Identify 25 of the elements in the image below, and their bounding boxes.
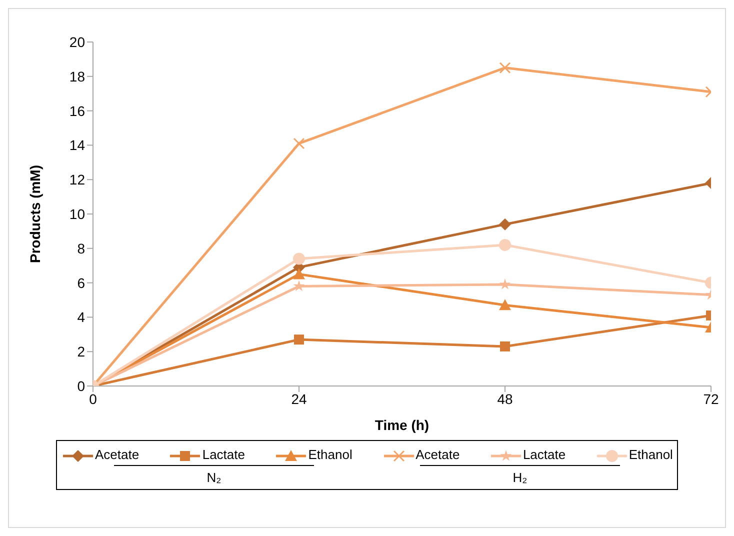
y-axis-title: Products (mM) (26, 165, 43, 263)
legend-label: Lactate (201, 447, 245, 463)
text: H₂ (512, 470, 528, 485)
y-tick-label: 18 (69, 68, 86, 84)
text: N₂ (206, 470, 222, 485)
y-tick-label: 16 (69, 102, 86, 119)
y-tick-label: 10 (69, 206, 86, 222)
legend-label: Acetate (94, 447, 140, 463)
y-tick-label: 4 (77, 309, 86, 326)
x-tick-label: 24 (291, 390, 307, 407)
legend-label: Acetate (414, 447, 460, 463)
x-tick-label: 0 (89, 390, 98, 407)
legend-label: Lactate (522, 447, 566, 463)
y-tick-label: 0 (77, 378, 86, 394)
y-tick-label: 12 (69, 172, 86, 188)
legend-label: Ethanol (307, 447, 352, 463)
x-tick-label: 72 (703, 390, 719, 407)
y-tick-label: 14 (69, 137, 86, 154)
x-tick-label: 48 (497, 390, 513, 407)
y-tick-label: 20 (69, 34, 86, 50)
legend-label: Ethanol (628, 447, 673, 463)
y-tick-label: 2 (77, 344, 86, 360)
y-tick-label: 8 (77, 240, 86, 256)
x-axis-title: Time (h) (374, 417, 430, 433)
y-tick-label: 6 (77, 274, 86, 291)
